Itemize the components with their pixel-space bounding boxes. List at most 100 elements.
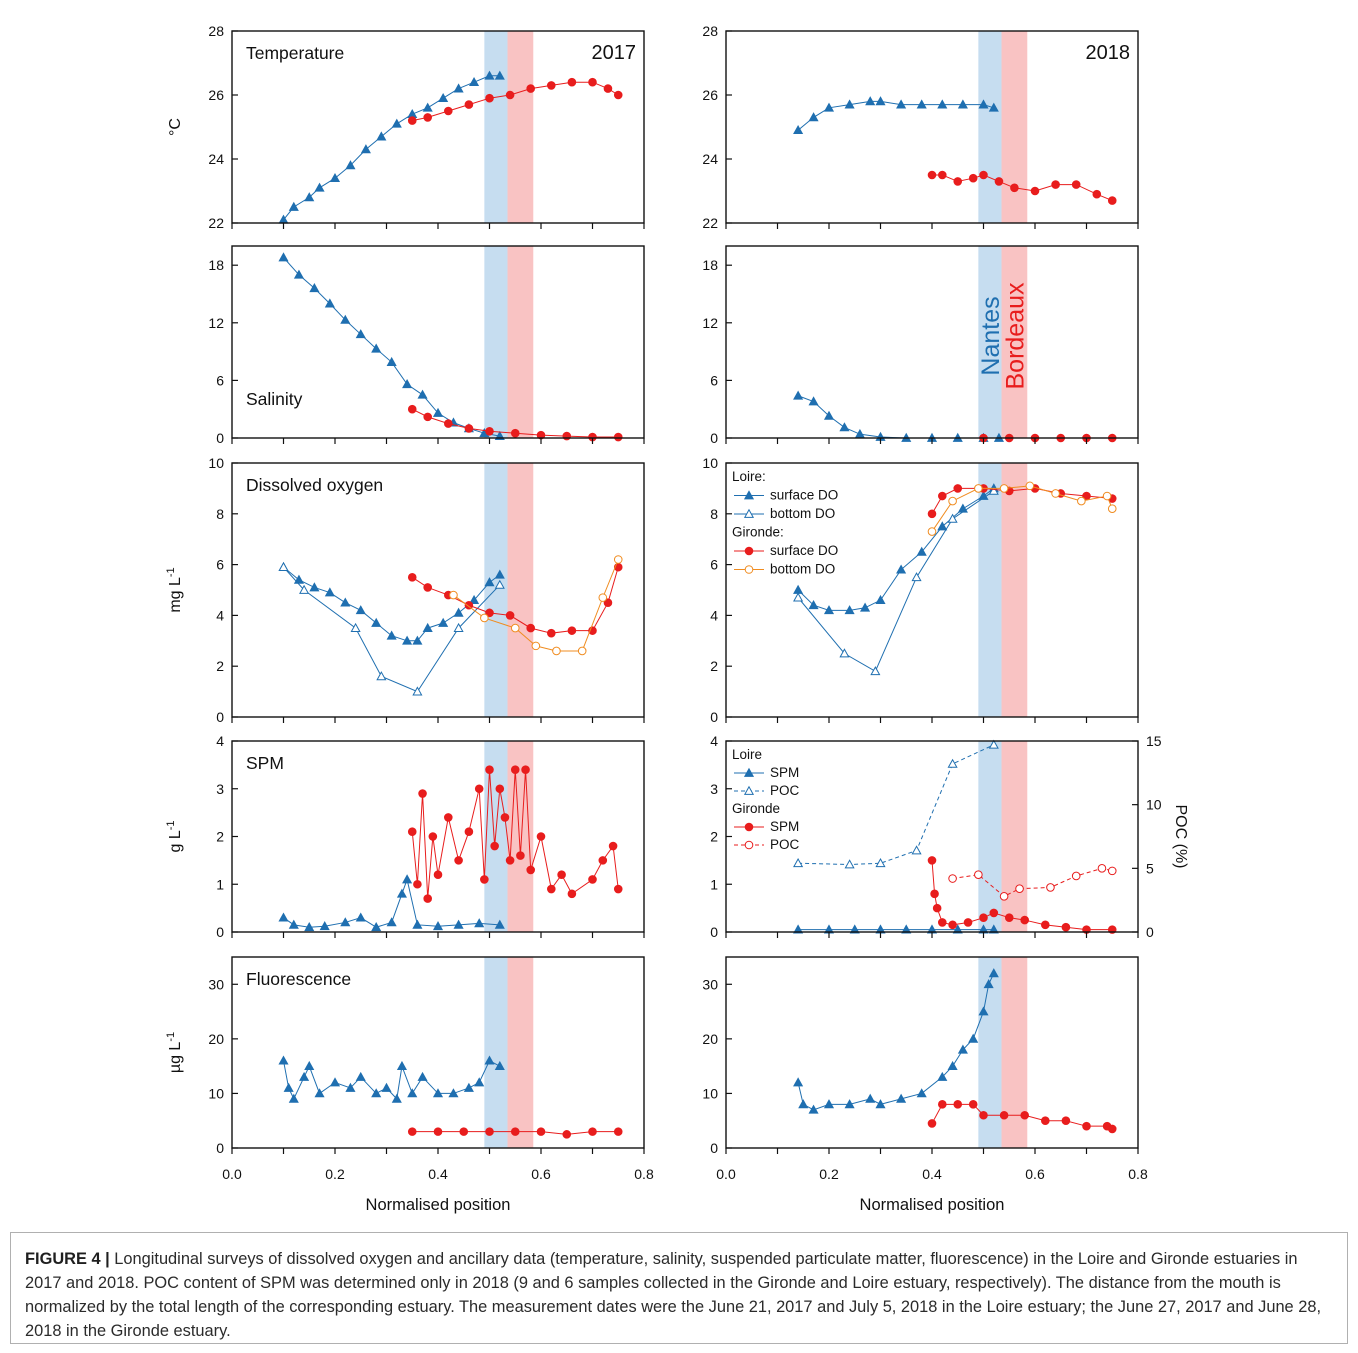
data-point — [345, 160, 356, 170]
data-point — [1092, 189, 1102, 199]
data-point — [927, 1119, 937, 1128]
series-line — [797, 973, 995, 1111]
data-point — [854, 428, 865, 439]
data-point — [598, 593, 608, 602]
data-point — [957, 1044, 968, 1054]
year-label: 2017 — [592, 42, 637, 64]
data-point — [309, 582, 320, 592]
data-point — [304, 1060, 315, 1071]
legend-header: Loire — [732, 747, 762, 762]
data-point — [407, 1127, 417, 1136]
data-point — [423, 113, 433, 122]
data-point — [453, 83, 464, 93]
data-point — [474, 784, 484, 794]
data-point — [526, 865, 536, 875]
data-point — [432, 407, 444, 417]
data-point — [911, 845, 922, 855]
y-tick-label: 10 — [208, 1085, 224, 1101]
data-point — [329, 172, 341, 183]
band-nantes — [484, 246, 508, 438]
series-line — [952, 867, 1113, 897]
data-point — [988, 739, 999, 749]
x-tick-label: 0.6 — [1025, 1166, 1045, 1182]
y-axis-label: µg L-1 — [165, 1032, 184, 1073]
data-point — [793, 924, 804, 934]
data-point — [314, 1088, 325, 1098]
data-point — [999, 484, 1009, 493]
y-tick-label: 2 — [710, 829, 718, 845]
y-tick-label: 30 — [702, 976, 718, 992]
data-point — [911, 572, 922, 582]
data-point — [952, 924, 963, 934]
data-point — [798, 1099, 809, 1109]
data-point — [989, 908, 999, 918]
legend-label: POC — [770, 783, 800, 798]
data-point — [480, 875, 489, 884]
data-point — [999, 1110, 1009, 1120]
y-tick-label: 24 — [702, 151, 718, 167]
x-tick-label: 0.4 — [922, 1166, 942, 1182]
data-point — [299, 1071, 310, 1081]
data-point — [988, 102, 999, 112]
panel-salinity-2018: 0 6 12 18 — [702, 245, 1139, 446]
y-axis-label-exponent: -1 — [165, 567, 177, 577]
data-point — [875, 858, 886, 868]
data-point — [340, 917, 351, 927]
legend-marker — [744, 840, 754, 850]
data-point — [376, 131, 387, 141]
series-line — [411, 769, 619, 899]
series-line — [412, 408, 619, 438]
data-point — [1071, 180, 1081, 189]
data-point — [391, 1093, 402, 1103]
series-2 — [407, 562, 623, 638]
x-tick-label: 0.8 — [1128, 1166, 1148, 1182]
legend-label: surface DO — [770, 543, 838, 558]
y-tick-label: 18 — [208, 257, 224, 273]
data-point — [823, 410, 835, 420]
data-point — [860, 602, 871, 612]
data-point — [948, 874, 957, 883]
series-1 — [407, 765, 623, 903]
data-point — [407, 827, 417, 837]
data-point — [938, 918, 947, 927]
y-tick-label: 24 — [208, 151, 224, 167]
data-point — [793, 584, 804, 594]
data-point — [510, 623, 520, 633]
y-tick-label: 3 — [216, 781, 224, 797]
data-point — [552, 646, 561, 656]
series-3 — [449, 555, 623, 656]
series-0 — [278, 252, 505, 440]
y-tick-label: 8 — [710, 506, 718, 522]
data-point — [412, 635, 423, 645]
data-point — [875, 594, 886, 605]
data-point — [464, 827, 474, 837]
series-1 — [278, 561, 505, 696]
figure-caption: FIGURE 4 | Longitudinal surveys of disso… — [10, 1232, 1348, 1344]
data-point — [438, 92, 449, 103]
data-point — [793, 390, 804, 400]
legend-header: Gironde: — [732, 525, 784, 540]
data-point — [567, 889, 577, 899]
y-axis-label: g L-1 — [165, 820, 184, 852]
data-point — [433, 1127, 443, 1136]
legend-header: Gironde — [732, 801, 780, 816]
data-point — [438, 617, 449, 627]
data-point — [588, 77, 597, 87]
data-point — [1077, 496, 1086, 506]
data-point — [839, 648, 850, 658]
data-point — [808, 396, 819, 406]
data-point — [459, 1127, 469, 1136]
panel-title: Salinity — [246, 389, 303, 409]
data-point — [849, 924, 860, 934]
data-point — [988, 968, 999, 978]
data-point — [494, 919, 505, 929]
data-point — [288, 201, 299, 211]
data-point — [526, 84, 536, 93]
data-point — [495, 784, 505, 794]
data-point — [412, 686, 423, 696]
panel-frame — [725, 30, 1139, 224]
data-point — [979, 170, 988, 180]
y-tick-label: 6 — [216, 557, 224, 573]
data-point — [386, 630, 397, 640]
data-point — [968, 173, 978, 183]
